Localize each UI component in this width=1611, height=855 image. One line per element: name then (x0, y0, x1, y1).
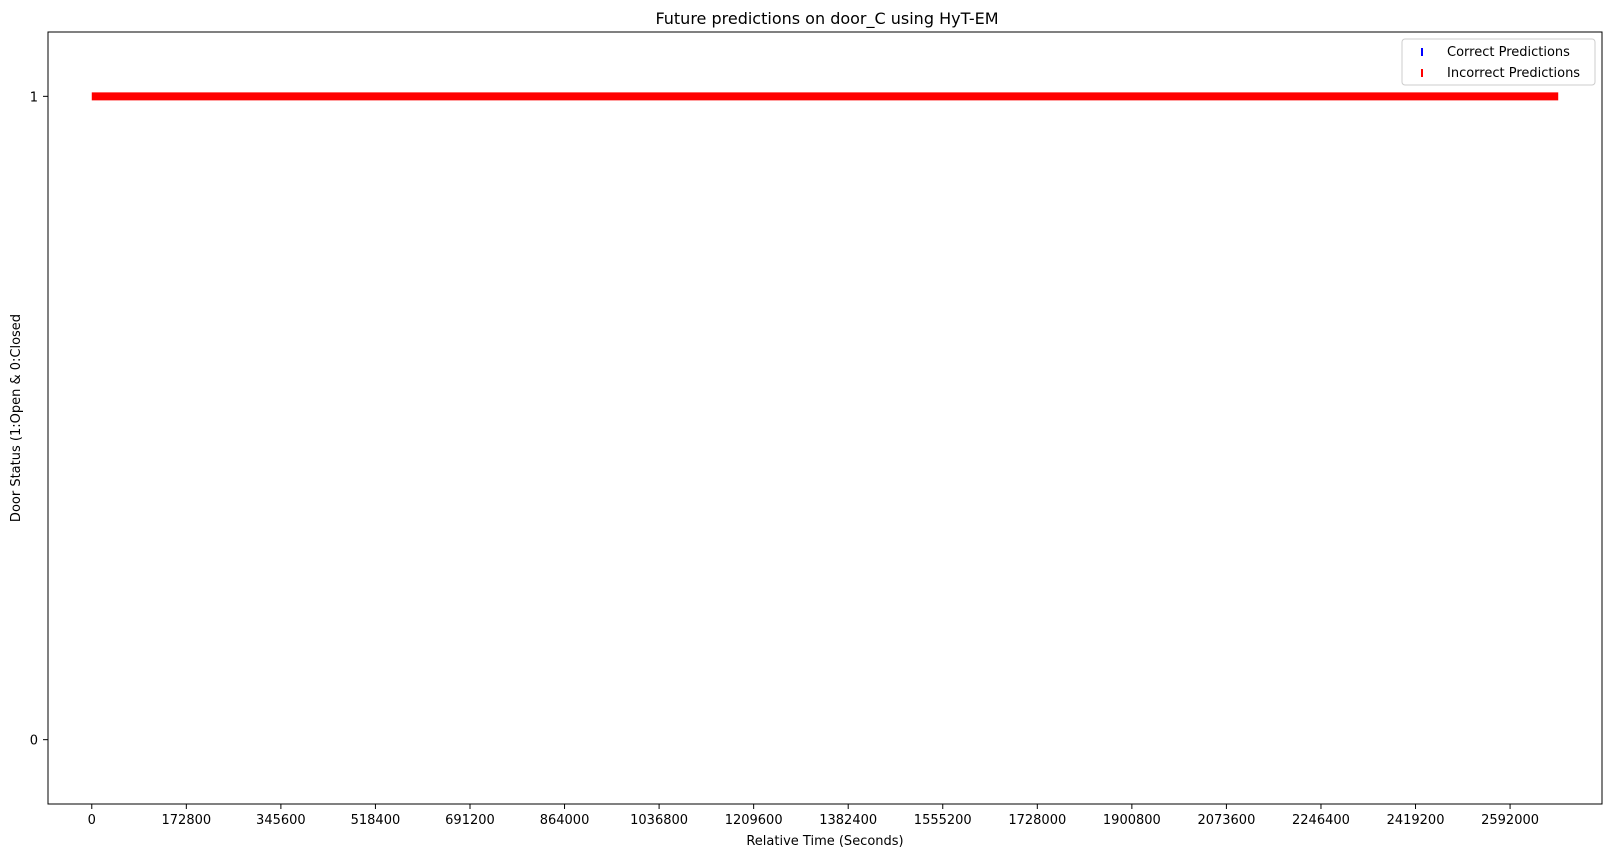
legend-box (1401, 38, 1596, 86)
x-tick-label: 2592000 (1481, 813, 1539, 828)
x-tick-label: 2419200 (1387, 813, 1445, 828)
x-tick-label: 2073600 (1197, 813, 1255, 828)
x-tick-label: 2246400 (1292, 813, 1350, 828)
plot-area (47, 31, 1603, 805)
plot-frame (47, 31, 1603, 805)
x-tick-label: 518400 (351, 813, 401, 828)
x-tick-label: 1728000 (1008, 813, 1066, 828)
x-tick-label: 172800 (162, 813, 212, 828)
legend-label-incorrect: Incorrect Predictions (1447, 66, 1580, 81)
x-tick-label: 864000 (540, 813, 590, 828)
x-tick-label: 1209600 (725, 813, 783, 828)
y-axis-ticks: 01 (30, 90, 48, 749)
x-tick-label: 1900800 (1103, 813, 1161, 828)
x-tick-label: 1382400 (819, 813, 877, 828)
legend-entry-incorrect: Incorrect Predictions (1421, 66, 1580, 81)
legend-label-correct: Correct Predictions (1447, 45, 1570, 60)
x-tick-label: 691200 (445, 813, 495, 828)
x-tick-label: 0 (88, 813, 96, 828)
x-tick-label: 1555200 (914, 813, 972, 828)
legend: Correct Predictions Incorrect Prediction… (1401, 38, 1596, 86)
y-axis-label: Door Status (1:Open & 0:Closed (9, 314, 24, 522)
legend-entry-correct: Correct Predictions (1421, 45, 1570, 60)
x-tick-label: 1036800 (630, 813, 688, 828)
chart-title: Future predictions on door_C using HyT-E… (655, 9, 998, 29)
y-tick-label: 1 (30, 90, 38, 105)
x-axis-ticks: 0 172800 345600 518400 691200 864000 1036800 12… (88, 804, 1539, 828)
y-tick-label: 0 (30, 734, 38, 749)
x-axis-label: Relative Time (Seconds) (746, 834, 903, 849)
x-tick-label: 345600 (256, 813, 306, 828)
